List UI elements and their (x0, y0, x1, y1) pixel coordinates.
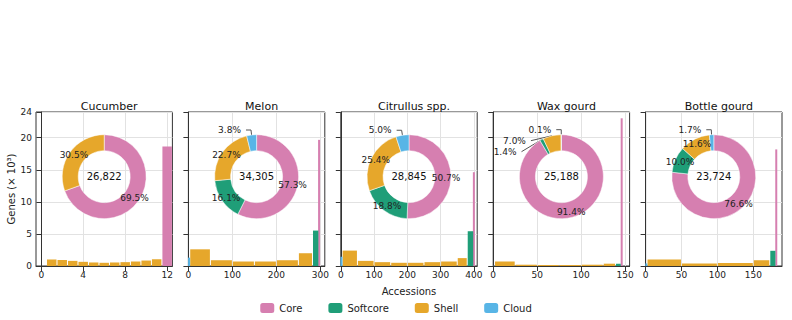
svg-text:16.1%: 16.1% (212, 193, 241, 203)
svg-text:28,845: 28,845 (392, 171, 427, 182)
svg-text:34,305: 34,305 (239, 171, 274, 182)
svg-text:100: 100 (365, 270, 382, 280)
svg-text:5: 5 (26, 229, 32, 239)
svg-text:100: 100 (573, 270, 590, 280)
svg-text:7.0%: 7.0% (503, 136, 526, 146)
svg-text:100: 100 (224, 270, 241, 280)
svg-text:Wax gourd: Wax gourd (537, 100, 596, 113)
svg-text:Accessions: Accessions (382, 286, 437, 297)
svg-text:150: 150 (745, 270, 762, 280)
svg-text:200: 200 (268, 270, 285, 280)
svg-text:30.5%: 30.5% (60, 150, 89, 160)
svg-text:0: 0 (643, 270, 649, 280)
svg-text:50: 50 (676, 270, 688, 280)
svg-text:50: 50 (531, 270, 543, 280)
svg-text:200: 200 (399, 270, 416, 280)
svg-text:0: 0 (26, 261, 32, 271)
svg-text:10: 10 (21, 197, 33, 207)
svg-text:300: 300 (312, 270, 329, 280)
svg-text:91.4%: 91.4% (557, 207, 586, 217)
svg-text:12: 12 (161, 270, 172, 280)
svg-text:1.7%: 1.7% (678, 125, 701, 135)
svg-text:50.7%: 50.7% (432, 173, 461, 183)
svg-text:76.6%: 76.6% (724, 199, 753, 209)
svg-text:Bottle gourd: Bottle gourd (685, 100, 753, 113)
svg-text:Shell: Shell (434, 303, 458, 314)
svg-text:23,724: 23,724 (696, 171, 731, 182)
svg-text:4: 4 (80, 270, 86, 280)
svg-text:100: 100 (709, 270, 726, 280)
svg-text:18.8%: 18.8% (373, 201, 402, 211)
svg-text:57.3%: 57.3% (278, 180, 307, 190)
svg-text:26,822: 26,822 (87, 171, 122, 182)
svg-text:0: 0 (490, 270, 496, 280)
svg-text:15: 15 (21, 165, 32, 175)
svg-text:69.5%: 69.5% (120, 193, 149, 203)
svg-text:0: 0 (338, 270, 344, 280)
svg-text:24: 24 (21, 107, 33, 117)
svg-text:8: 8 (122, 270, 128, 280)
svg-text:Cloud: Cloud (503, 303, 532, 314)
svg-text:400: 400 (465, 270, 482, 280)
svg-text:11.6%: 11.6% (683, 139, 712, 149)
svg-text:300: 300 (432, 270, 449, 280)
svg-text:Core: Core (279, 303, 302, 314)
svg-text:5.0%: 5.0% (369, 125, 392, 135)
svg-text:0: 0 (38, 270, 44, 280)
svg-text:Cucumber: Cucumber (81, 100, 138, 113)
svg-text:20: 20 (21, 133, 33, 143)
svg-text:Citrullus spp.: Citrullus spp. (378, 100, 450, 113)
svg-text:25,188: 25,188 (544, 171, 579, 182)
svg-text:150: 150 (617, 270, 634, 280)
svg-text:0.1%: 0.1% (528, 125, 551, 135)
svg-text:Softcore: Softcore (347, 303, 388, 314)
svg-text:10.0%: 10.0% (666, 157, 695, 167)
svg-text:1.4%: 1.4% (494, 147, 517, 157)
svg-text:25.4%: 25.4% (362, 155, 391, 165)
svg-text:Melon: Melon (245, 100, 278, 113)
svg-text:0: 0 (186, 270, 192, 280)
svg-text:Genes (× 10³): Genes (× 10³) (6, 153, 17, 224)
svg-text:22.7%: 22.7% (212, 150, 241, 160)
svg-text:3.8%: 3.8% (218, 125, 241, 135)
